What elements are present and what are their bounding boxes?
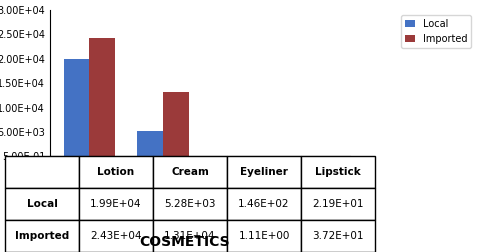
Bar <box>138 131 163 156</box>
Legend: Local, Imported: Local, Imported <box>402 15 471 48</box>
Bar <box>90 38 115 156</box>
Bar <box>211 155 237 156</box>
Bar <box>64 59 90 156</box>
Bar <box>163 92 189 156</box>
Text: COSMETICS: COSMETICS <box>140 235 230 249</box>
